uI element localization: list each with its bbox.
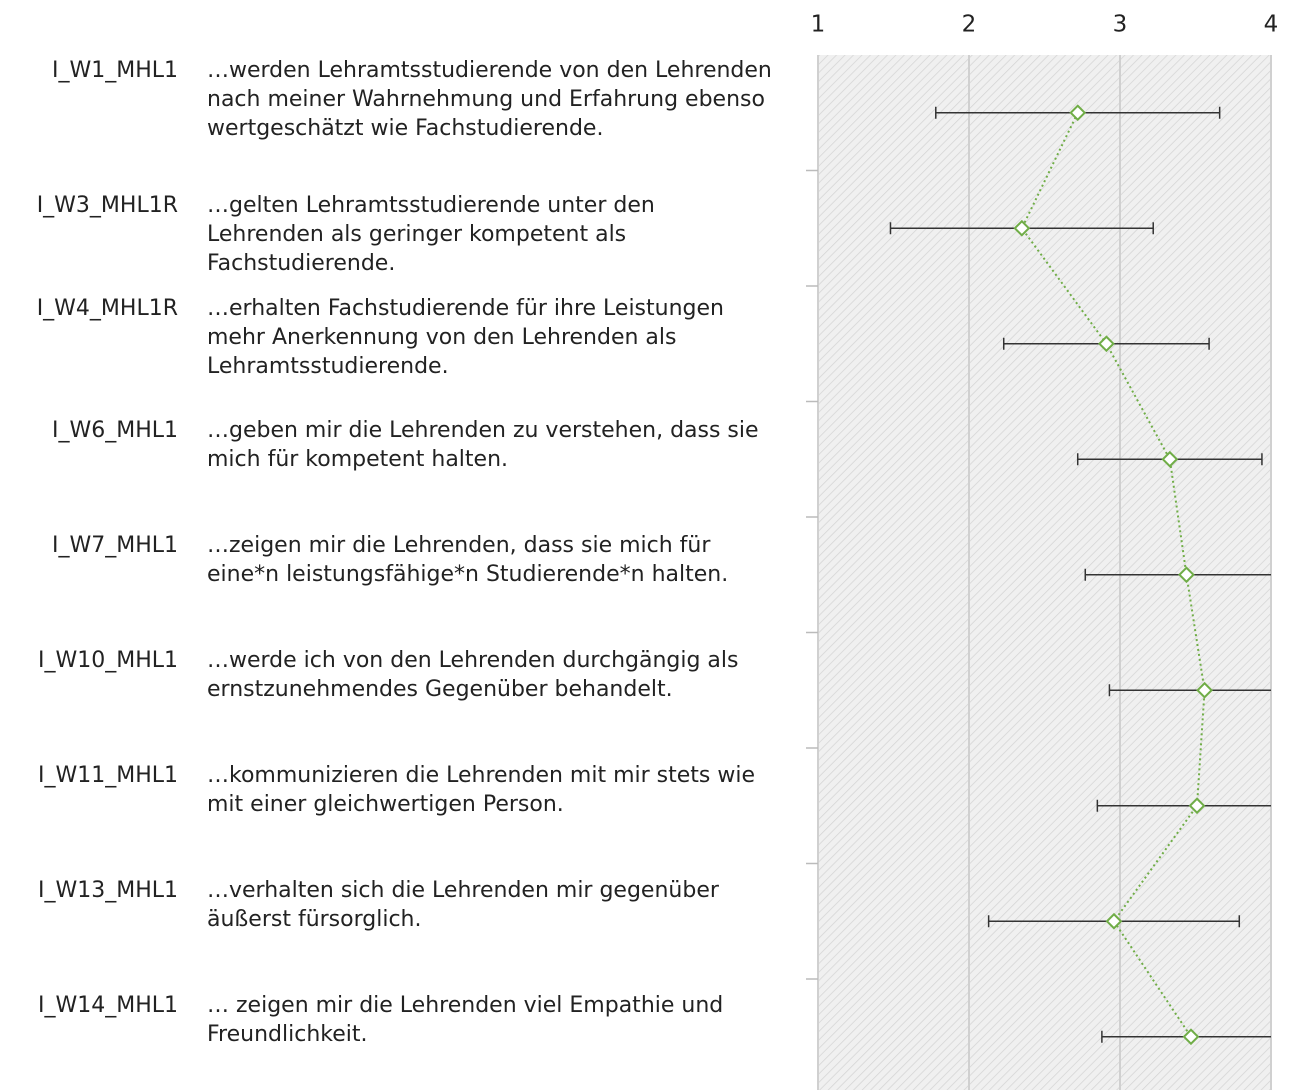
plot-area (889, 104, 1271, 1046)
item-text: …kommunizieren die Lehrenden mit mir ste… (207, 763, 756, 817)
item-code: I_W14_MHL1 (37, 993, 178, 1018)
mean-marker (1178, 566, 1195, 584)
item-text: … zeigen mir die Lehrenden viel Empathie… (207, 993, 724, 1047)
profile-line (1020, 112, 1206, 1038)
mean-marker (1161, 450, 1179, 468)
mean-marker (1105, 912, 1123, 930)
mean-marker (1196, 681, 1213, 699)
item-text: …geben mir die Lehrenden zu verstehen, d… (207, 418, 759, 472)
item-text: …werden Lehramtsstudierende von den Lehr… (207, 58, 772, 141)
item-code: I_W6_MHL1 (51, 418, 178, 443)
item-code: I_W13_MHL1 (37, 878, 178, 903)
item-text: …gelten Lehramtsstudierende unter den Le… (207, 193, 655, 276)
mean-marker (1013, 219, 1031, 237)
mean-marker (1097, 335, 1115, 353)
item-text: …werde ich von den Lehrenden durchgängig… (207, 648, 739, 702)
x-tick-label: 4 (1264, 12, 1279, 38)
item-code: I_W11_MHL1 (37, 763, 178, 788)
mean-marker (1069, 104, 1087, 122)
item-code: I_W7_MHL1 (51, 533, 178, 558)
item-code: I_W4_MHL1R (36, 296, 178, 321)
item-code: I_W1_MHL1 (51, 58, 178, 83)
item-text: …zeigen mir die Lehrenden, dass sie mich… (207, 533, 729, 587)
plot-background (818, 55, 1271, 1090)
item-text: …erhalten Fachstudierende für ihre Leist… (207, 296, 724, 379)
x-tick-label: 1 (811, 12, 826, 38)
item-text: …verhalten sich die Lehrenden mir gegenü… (207, 878, 719, 932)
mean-marker (1182, 1028, 1200, 1046)
x-tick-label: 3 (1113, 12, 1128, 38)
item-code: I_W10_MHL1 (37, 648, 178, 673)
mean-marker (1188, 797, 1206, 815)
item-code: I_W3_MHL1R (36, 193, 178, 218)
x-tick-label: 2 (962, 12, 977, 38)
